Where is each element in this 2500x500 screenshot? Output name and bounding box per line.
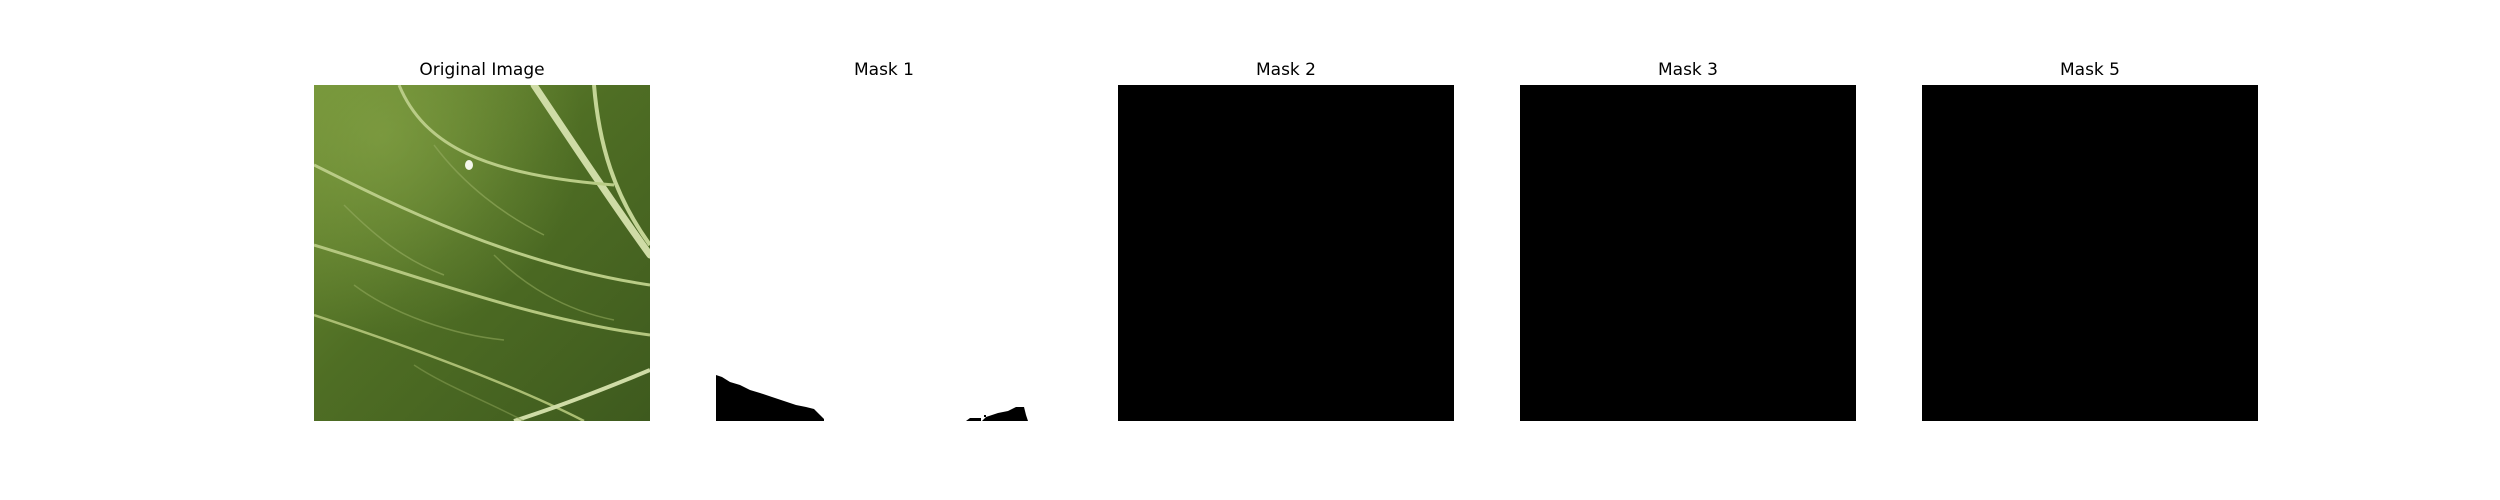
panel-mask-2: Mask 2 xyxy=(1118,0,1454,500)
panel-title: Mask 3 xyxy=(1657,60,1718,80)
mask-3-image xyxy=(1520,85,1856,421)
panel-mask-5: Mask 5 xyxy=(1922,0,2258,500)
mask-2-image xyxy=(1118,85,1454,421)
mask-1-svg xyxy=(716,85,1052,421)
mask-2-svg xyxy=(1118,85,1454,421)
panel-title: Original Image xyxy=(419,60,545,80)
leaf-photo xyxy=(314,85,650,421)
panel-original-image: Original Image xyxy=(314,0,650,500)
panel-mask-1: Mask 1 xyxy=(716,0,1052,500)
mask-1-image xyxy=(716,85,1052,421)
panel-title: Mask 2 xyxy=(1255,60,1316,80)
mask-5-svg xyxy=(1922,85,2258,421)
panel-mask-3: Mask 3 xyxy=(1520,0,1856,500)
panel-title: Mask 5 xyxy=(2059,60,2120,80)
mask-3-svg xyxy=(1520,85,1856,421)
mask-5-image xyxy=(1922,85,2258,421)
leaf-photo-svg xyxy=(314,85,650,421)
panel-title: Mask 1 xyxy=(853,60,914,80)
